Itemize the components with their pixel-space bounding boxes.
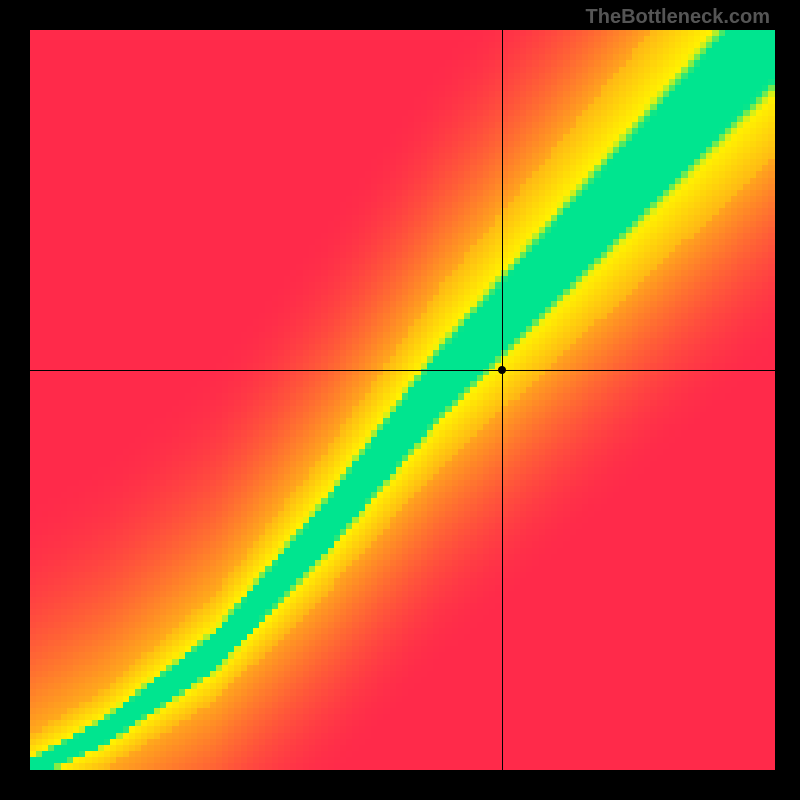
watermark-text: TheBottleneck.com <box>586 6 770 29</box>
crosshair-horizontal-line <box>30 370 775 371</box>
crosshair-dot <box>498 366 506 374</box>
bottleneck-heatmap <box>30 30 775 770</box>
crosshair-vertical-line <box>502 30 503 770</box>
